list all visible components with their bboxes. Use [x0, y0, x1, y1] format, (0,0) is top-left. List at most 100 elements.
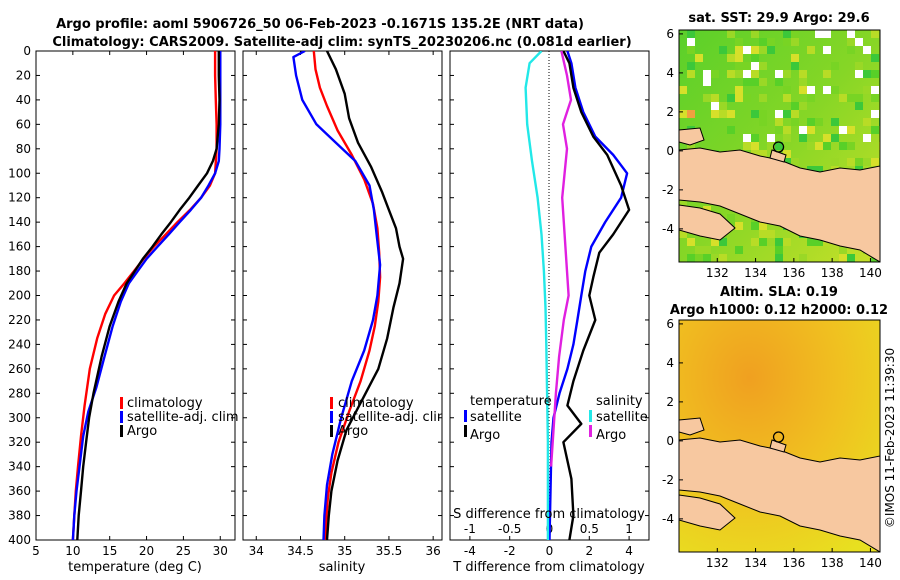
depth-tick-label: 160 — [8, 240, 31, 254]
sla-map-frame — [678, 319, 881, 553]
sst-cell — [791, 30, 799, 38]
sst-cell — [783, 70, 791, 78]
sst-cell — [855, 62, 863, 70]
x-tick-label: 35.5 — [376, 544, 403, 558]
sst-cell — [711, 102, 719, 110]
sst-cell — [839, 94, 847, 102]
sst-cell — [791, 118, 799, 126]
sst-cell — [855, 158, 863, 166]
map-x-tick-label: 138 — [821, 266, 844, 280]
sst-cell — [783, 86, 791, 94]
sst-cell — [847, 30, 855, 38]
sst-cell — [703, 70, 711, 78]
sst-cell — [815, 142, 823, 150]
sst-cell — [775, 110, 783, 118]
x-tick-label: -4 — [464, 544, 476, 558]
sst-cell — [719, 238, 727, 246]
sst-cell — [783, 126, 791, 134]
sst-cell — [735, 70, 743, 78]
sst-cell — [711, 70, 719, 78]
sst-cell — [871, 158, 879, 166]
map-y-tick-label: -4 — [662, 512, 674, 526]
sst-cell — [759, 150, 767, 158]
sst-cell — [863, 46, 871, 54]
sst-cell — [823, 142, 831, 150]
sst-cell — [735, 222, 743, 230]
sst-cell — [775, 238, 783, 246]
sst-cell — [775, 118, 783, 126]
x-tick-label: 5 — [32, 544, 40, 558]
sst-cell — [783, 150, 791, 158]
map-x-tick-label: 136 — [782, 556, 805, 570]
legend-marker-satellite — [330, 411, 333, 423]
sst-cell — [871, 94, 879, 102]
salinity-xlabel: salinity — [319, 560, 366, 575]
sst-cell — [759, 222, 767, 230]
sst-cell — [735, 246, 743, 254]
salinity-x-axis: 34 34.5 35 35.5 36 — [249, 51, 441, 558]
sst-cell — [871, 126, 879, 134]
sst-cell — [799, 126, 807, 134]
depth-tick-label: 120 — [8, 191, 31, 205]
x-tick-label: 34 — [249, 544, 264, 558]
map-x-tick-label: 136 — [782, 266, 805, 280]
legend-label-argo: Argo — [338, 424, 368, 439]
sst-cell — [695, 246, 703, 254]
sst-cell — [767, 134, 775, 142]
sst-cell — [743, 134, 751, 142]
depth-tick-label: 380 — [8, 509, 31, 523]
sst-cell — [863, 118, 871, 126]
sst-cell — [743, 70, 751, 78]
sst-cell — [871, 30, 879, 38]
sst-cell — [791, 38, 799, 46]
x-tick-label: 34.5 — [287, 544, 314, 558]
sst-cell — [687, 142, 695, 150]
map-y-tick-label: 4 — [666, 66, 674, 80]
top-tick-label: 1 — [625, 522, 633, 536]
sst-cell — [831, 62, 839, 70]
sst-cell — [855, 70, 863, 78]
sst-cell — [719, 102, 727, 110]
sst-cell — [871, 70, 879, 78]
sst-cell — [751, 62, 759, 70]
title-line-1: Argo profile: aoml 5906726_50 06-Feb-202… — [56, 17, 584, 32]
copyright: ©IMOS 11-Feb-2023 11:39:30 — [883, 348, 897, 528]
map-x-tick-label: 134 — [744, 266, 767, 280]
sst-cell — [679, 110, 687, 118]
difference-legend: temperature satellite Argo salinity sate… — [464, 394, 648, 443]
land-peninsula — [679, 204, 736, 241]
sst-cell — [807, 94, 815, 102]
sst-map-axes: 132 134 136 138 140 6 4 2 0 -2 -4 — [662, 27, 882, 280]
series-line-salinity-satellite — [524, 51, 550, 540]
sst-cell — [767, 142, 775, 150]
sst-cell — [799, 78, 807, 86]
map-y-tick-label: 0 — [666, 144, 674, 158]
legend-title-temperature: temperature — [470, 394, 552, 409]
temperature-legend: climatology satellite-adj. clim Argo — [120, 396, 239, 439]
sst-cell — [679, 86, 687, 94]
sst-cell — [703, 254, 711, 262]
sst-cell — [759, 62, 767, 70]
sst-cell — [743, 78, 751, 86]
sst-cell — [791, 62, 799, 70]
sla-map-title-line-2: Argo h1000: 0.12 h2000: 0.12 — [670, 303, 888, 318]
depth-tick-label: 260 — [8, 362, 31, 376]
sst-cell — [719, 254, 727, 262]
depth-tick-label: 0 — [23, 44, 31, 58]
sst-cell — [735, 38, 743, 46]
difference-lines — [524, 51, 631, 540]
sst-cell — [807, 142, 815, 150]
sst-cell — [815, 238, 823, 246]
x-tick-label: 30 — [213, 544, 228, 558]
salinity-axes — [242, 50, 443, 541]
x-tick-label: 2 — [585, 544, 593, 558]
sst-cell — [855, 102, 863, 110]
difference-axes — [449, 50, 650, 541]
sst-cell — [799, 70, 807, 78]
depth-tick-label: 280 — [8, 386, 31, 400]
sst-cell — [807, 46, 815, 54]
sst-cell — [703, 78, 711, 86]
sst-cell — [735, 62, 743, 70]
t-difference-xlabel: T difference from climatology — [452, 560, 645, 575]
sst-cell — [703, 246, 711, 254]
